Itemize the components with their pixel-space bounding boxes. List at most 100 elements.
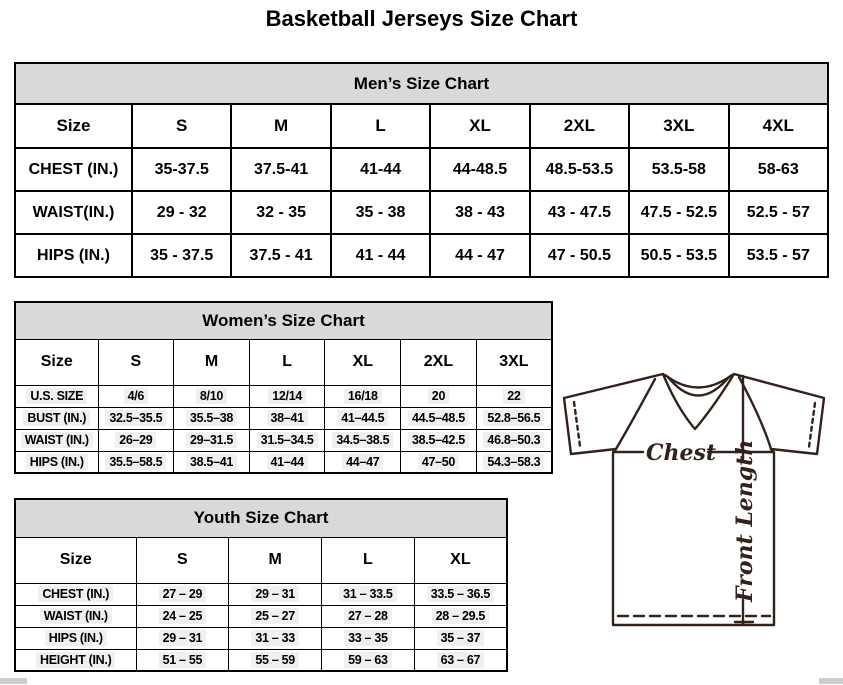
highlighted-value: 51 – 55 xyxy=(158,651,207,668)
highlighted-value: 20 xyxy=(427,388,450,404)
youth-row-label: CHEST (IN.) xyxy=(14,582,137,606)
highlighted-value: 35 – 37 xyxy=(436,630,485,646)
mens-table-title: Men’s Size Chart xyxy=(14,62,829,105)
youth-table-cell: 51 – 55 xyxy=(135,648,230,672)
highlighted-value: 29 – 31 xyxy=(158,630,207,646)
highlighted-value: 27 – 28 xyxy=(344,608,392,624)
womens-table-cell: 47–50 xyxy=(400,450,477,474)
youth-table-row: CHEST (IN.) 27 – 29 29 – 31 31 – 33.5 33.5 –… xyxy=(14,582,508,606)
highlighted-value: 31 – 33 xyxy=(251,630,299,646)
womens-column-header-0: Size xyxy=(14,338,99,386)
highlighted-value: 44.5–48.5 xyxy=(407,410,469,426)
womens-table-cell: 38.5–42.5 xyxy=(400,428,477,452)
womens-table-cell: 20 xyxy=(400,384,477,408)
womens-column-header-4: XL xyxy=(324,338,402,386)
womens-table-cell: 31.5–34.5 xyxy=(248,428,326,452)
womens-table-cell: 12/14 xyxy=(248,384,326,408)
highlighted-value: 35.5–38 xyxy=(185,410,238,426)
womens-column-header-3: L xyxy=(248,338,326,386)
highlighted-value: 44–47 xyxy=(342,453,384,470)
highlighted-value: 31 – 33.5 xyxy=(339,586,397,602)
mens-table-row: HIPS (IN.) 35 - 37.5 37.5 - 41 41 - 44 44 - … xyxy=(14,233,830,278)
highlighted-value: 41–44.5 xyxy=(337,410,389,426)
mens-table-cell: 50.5 - 53.5 xyxy=(628,233,730,278)
mens-table-cell: 47.5 - 52.5 xyxy=(628,190,730,235)
mens-column-header-4: XL xyxy=(429,103,531,149)
youth-table-cell: 55 – 59 xyxy=(228,648,322,672)
mens-table-cell: 35 - 37.5 xyxy=(130,233,233,278)
page-title: Basketball Jerseys Size Chart xyxy=(265,6,578,31)
womens-table-cell: 44–47 xyxy=(324,450,402,474)
highlighted-value: 29–31.5 xyxy=(185,432,238,448)
highlighted-value: 16/18 xyxy=(343,388,382,404)
womens-table-cell: 41–44.5 xyxy=(324,406,402,430)
womens-table-cell: 46.8–50.3 xyxy=(475,428,553,452)
womens-row-label: WAIST (IN.) xyxy=(14,428,99,452)
highlighted-value: 26–29 xyxy=(115,432,157,448)
mens-table-cell: 44 - 47 xyxy=(429,233,531,278)
womens-table-row: BUST (IN.) 32.5–35.5 35.5–38 38–41 41–44.5 44… xyxy=(14,406,553,430)
womens-row-label: BUST (IN.) xyxy=(14,406,99,430)
womens-table-row: HIPS (IN.) 35.5–58.5 38.5–41 41–44 44–47 47–5… xyxy=(14,450,553,474)
mens-table-cell: 35 - 38 xyxy=(329,190,432,235)
mens-column-header-3: L xyxy=(329,103,432,149)
mens-table-cell: 37.5 - 41 xyxy=(230,233,332,278)
mens-table-cell: 44-48.5 xyxy=(429,147,531,192)
jersey-measurement-diagram: Chest Front Length xyxy=(556,362,843,642)
highlighted-value: 33.5 – 36.5 xyxy=(426,586,494,602)
highlighted-value: 33 – 35 xyxy=(344,630,392,646)
highlighted-value: WAIST (IN.) xyxy=(39,608,112,624)
mens-row-label: CHEST (IN.) xyxy=(14,147,133,192)
mens-column-header-1: S xyxy=(130,103,233,149)
womens-table-cell: 8/10 xyxy=(173,384,250,408)
highlighted-value: 29 – 31 xyxy=(251,586,299,602)
highlighted-value: 59 – 63 xyxy=(344,651,392,668)
highlighted-value: 4/6 xyxy=(123,388,149,404)
womens-table-cell: 38.5–41 xyxy=(173,450,250,474)
womens-table-cell: 38–41 xyxy=(248,406,326,430)
youth-table-cell: 29 – 31 xyxy=(135,626,230,650)
womens-table-row: U.S. SIZE 4/6 8/10 12/14 16/18 20 22 xyxy=(14,384,553,408)
womens-column-header-1: S xyxy=(97,338,175,386)
mens-table-cell: 29 - 32 xyxy=(130,190,233,235)
mens-table-cell: 41 - 44 xyxy=(329,233,432,278)
mens-column-header-2: M xyxy=(230,103,332,149)
mens-table-cell: 58-63 xyxy=(727,147,830,192)
youth-table-title: Youth Size Chart xyxy=(14,498,508,538)
highlighted-value: 32.5–35.5 xyxy=(105,410,167,426)
highlighted-value: 34.5–38.5 xyxy=(332,432,394,448)
mens-table-cell: 47 - 50.5 xyxy=(528,233,631,278)
youth-table-cell: 25 – 27 xyxy=(228,604,322,628)
highlighted-value: 24 – 25 xyxy=(158,608,207,624)
youth-table-row: HEIGHT (IN.) 51 – 55 55 – 59 59 – 63 63 – 67 xyxy=(14,648,508,672)
youth-table-cell: 27 – 29 xyxy=(135,582,230,606)
mens-column-header-0: Size xyxy=(14,103,133,149)
youth-table-cell: 31 – 33 xyxy=(228,626,322,650)
highlighted-value: HEIGHT (IN.) xyxy=(36,651,116,668)
womens-table-cell: 29–31.5 xyxy=(173,428,250,452)
highlighted-value: 28 – 29.5 xyxy=(431,608,490,624)
womens-table-cell: 16/18 xyxy=(324,384,402,408)
mens-table-cell: 52.5 - 57 xyxy=(727,190,830,235)
youth-table-cell: 59 – 63 xyxy=(321,648,415,672)
highlighted-value: 8/10 xyxy=(195,388,228,404)
highlighted-value: 38–41 xyxy=(266,410,308,426)
highlighted-value: 38.5–41 xyxy=(185,453,238,470)
womens-table-cell: 22 xyxy=(475,384,553,408)
youth-table-cell: 33.5 – 36.5 xyxy=(413,582,508,606)
youth-column-header-1: S xyxy=(135,536,230,584)
mens-size-table: Men’s Size Chart Size S M L XL 2XL 3XL 4XL CHEST … xyxy=(14,62,830,278)
highlighted-value: CHEST (IN.) xyxy=(38,586,114,602)
mens-table-row: CHEST (IN.) 35-37.5 37.5-41 41-44 44-48.5 48.… xyxy=(14,147,830,192)
highlighted-value: 27 – 29 xyxy=(158,586,207,602)
mens-row-label: HIPS (IN.) xyxy=(14,233,133,278)
mens-table-cell: 43 - 47.5 xyxy=(528,190,631,235)
highlighted-value: 41–44 xyxy=(266,453,308,470)
womens-table-cell: 41–44 xyxy=(248,450,326,474)
highlighted-value: 25 – 27 xyxy=(251,608,299,624)
highlighted-value: 38.5–42.5 xyxy=(407,432,469,448)
mens-table-cell: 32 - 35 xyxy=(230,190,332,235)
highlighted-value: 47–50 xyxy=(417,453,460,470)
highlighted-value: HIPS (IN.) xyxy=(25,453,88,470)
highlighted-value: U.S. SIZE xyxy=(26,388,88,404)
